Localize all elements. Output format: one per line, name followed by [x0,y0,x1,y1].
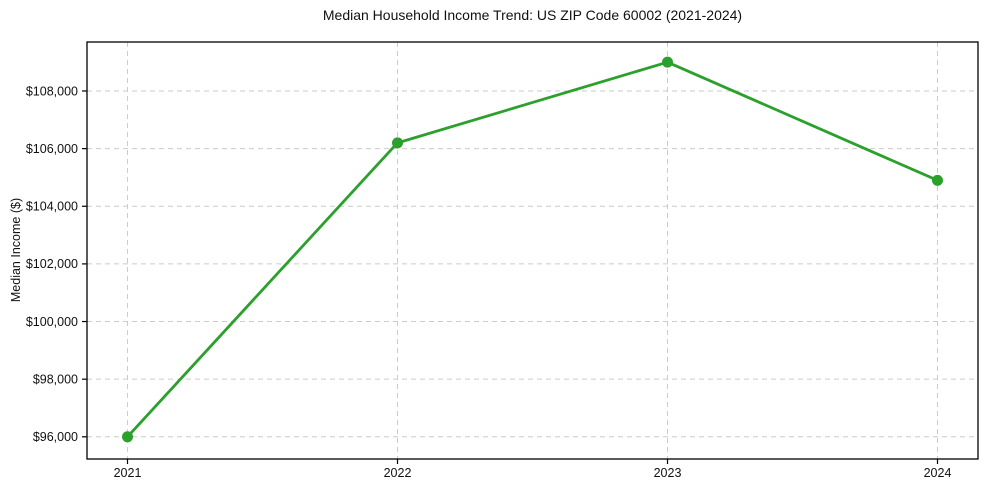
y-tick-label: $100,000 [26,315,78,329]
data-point-2021 [122,431,133,443]
y-tick-label: $96,000 [33,430,78,444]
x-tick-label: 2023 [654,466,682,480]
y-tick-label: $106,000 [26,142,78,156]
y-tick-label: $102,000 [26,257,78,271]
x-tick-label: 2024 [924,466,952,480]
y-tick-label: $104,000 [26,200,78,214]
x-tick-label: 2022 [384,466,412,480]
y-axis-label: Median Income ($) [9,197,23,303]
y-tick-label: $108,000 [26,84,78,98]
data-point-2023 [662,56,673,68]
trend-line [126,60,939,439]
y-tick-label: $98,000 [33,372,78,386]
data-point-2022 [392,137,403,149]
plot-border [86,41,979,460]
chart-title: Median Household Income Trend: US ZIP Co… [322,7,743,23]
data-point-2024 [932,174,943,186]
x-tick-label: 2021 [114,466,142,480]
